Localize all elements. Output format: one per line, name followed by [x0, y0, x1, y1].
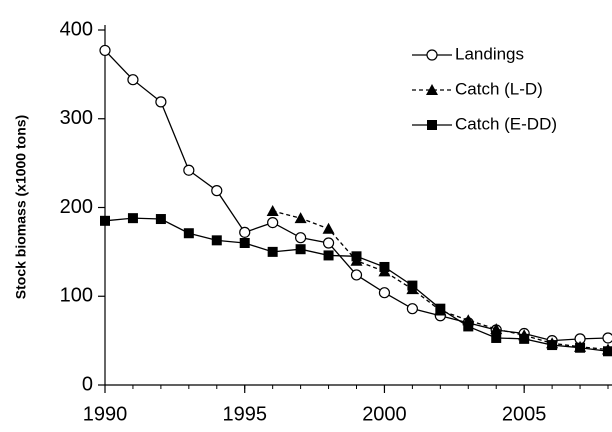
data-point — [378, 287, 391, 299]
data-point — [350, 269, 363, 281]
series-line — [272, 210, 609, 351]
data-point — [266, 205, 279, 217]
data-point — [322, 237, 335, 249]
data-point — [575, 342, 586, 353]
x-tick-label: 1990 — [83, 403, 128, 425]
data-point — [323, 250, 334, 261]
data-point — [99, 44, 111, 57]
data-point — [211, 235, 222, 246]
data-point — [322, 222, 335, 234]
data-point — [379, 261, 390, 272]
y-tick-label: 400 — [60, 18, 93, 40]
x-tick-label: 2000 — [362, 403, 407, 425]
data-point — [211, 185, 223, 197]
data-point — [127, 213, 138, 224]
data-point — [602, 332, 612, 344]
y-tick-label: 100 — [60, 285, 93, 307]
data-point — [239, 226, 251, 238]
y-axis-label: Stock biomass (x1000 tons) — [13, 115, 29, 299]
legend-label: Catch (L-D) — [455, 79, 543, 98]
legend-marker — [427, 120, 437, 130]
data-point — [463, 321, 474, 332]
data-point — [183, 228, 194, 239]
x-tick-label: 1995 — [222, 403, 267, 425]
data-point — [183, 164, 195, 176]
legend-label: Catch (E-DD) — [455, 114, 557, 133]
legend-marker — [426, 84, 438, 95]
data-point — [547, 340, 558, 351]
data-point — [406, 303, 418, 315]
data-point — [491, 332, 502, 343]
legend-label: Landings — [455, 44, 524, 63]
x-tick-label: 2005 — [502, 403, 547, 425]
data-point — [490, 323, 503, 335]
data-point — [603, 346, 612, 357]
y-tick-label: 0 — [82, 373, 93, 395]
y-tick-label: 200 — [60, 196, 93, 218]
data-point — [294, 212, 307, 224]
data-point — [239, 238, 250, 248]
data-point — [351, 251, 362, 262]
data-point — [295, 244, 306, 255]
data-point — [295, 232, 307, 244]
data-point — [155, 96, 167, 108]
data-point — [100, 215, 110, 226]
data-point — [435, 303, 446, 314]
data-point — [519, 333, 530, 344]
data-point — [267, 246, 278, 257]
series-line — [104, 217, 609, 352]
y-tick-label: 300 — [60, 107, 93, 129]
legend-marker — [426, 49, 438, 61]
data-point — [407, 280, 418, 291]
data-point — [127, 74, 139, 86]
data-point — [155, 214, 166, 225]
data-point — [267, 216, 279, 229]
